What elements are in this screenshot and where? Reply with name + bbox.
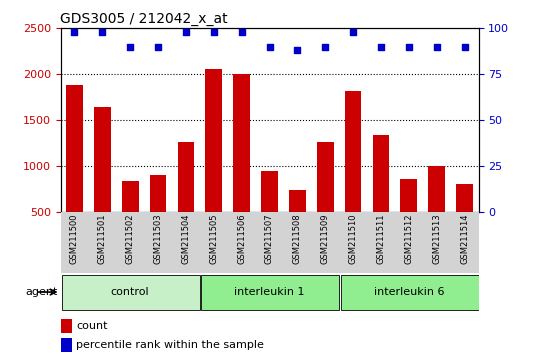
Text: GSM211508: GSM211508 [293,213,302,264]
Text: GSM211514: GSM211514 [460,213,469,264]
Bar [289,190,306,258]
Point [321,44,329,50]
Text: agent: agent [25,287,58,297]
Point [460,44,469,50]
Text: GSM211513: GSM211513 [432,213,441,264]
Point [210,29,218,35]
FancyBboxPatch shape [201,275,339,309]
Point [349,29,358,35]
Text: GSM211501: GSM211501 [98,213,107,264]
Bar [317,142,334,258]
Bar [122,181,139,258]
Text: interleukin 1: interleukin 1 [234,287,305,297]
Point [70,29,79,35]
Text: GSM211510: GSM211510 [349,213,358,264]
Bar [205,69,222,258]
Bar [60,319,72,333]
FancyBboxPatch shape [62,275,200,309]
Bar [456,184,473,258]
Text: GSM211504: GSM211504 [182,213,190,264]
Bar [60,338,72,352]
Text: GSM211503: GSM211503 [153,213,163,264]
Point [126,44,135,50]
Point [182,29,190,35]
Point [153,44,162,50]
Bar [94,107,111,258]
Bar [428,166,445,258]
Text: GSM211502: GSM211502 [125,213,135,264]
Text: GSM211505: GSM211505 [209,213,218,264]
Point [377,44,386,50]
Text: GSM211512: GSM211512 [404,213,414,264]
Text: percentile rank within the sample: percentile rank within the sample [76,340,264,350]
Point [265,44,274,50]
FancyBboxPatch shape [340,275,479,309]
Bar [261,171,278,258]
Bar [66,85,83,258]
Text: interleukin 6: interleukin 6 [373,287,444,297]
Text: GSM211509: GSM211509 [321,213,330,264]
Text: GSM211507: GSM211507 [265,213,274,264]
Point [98,29,107,35]
Text: GDS3005 / 212042_x_at: GDS3005 / 212042_x_at [60,12,228,26]
Text: control: control [111,287,150,297]
Bar [178,142,194,258]
Text: GSM211511: GSM211511 [376,213,386,264]
Point [293,47,302,53]
Bar [233,74,250,258]
Point [404,44,413,50]
Bar [400,179,417,258]
Point [237,29,246,35]
Bar [372,135,389,258]
Text: GSM211506: GSM211506 [237,213,246,264]
Text: count: count [76,321,108,331]
Bar [345,91,361,258]
Bar [150,175,167,258]
Text: GSM211500: GSM211500 [70,213,79,264]
Point [432,44,441,50]
